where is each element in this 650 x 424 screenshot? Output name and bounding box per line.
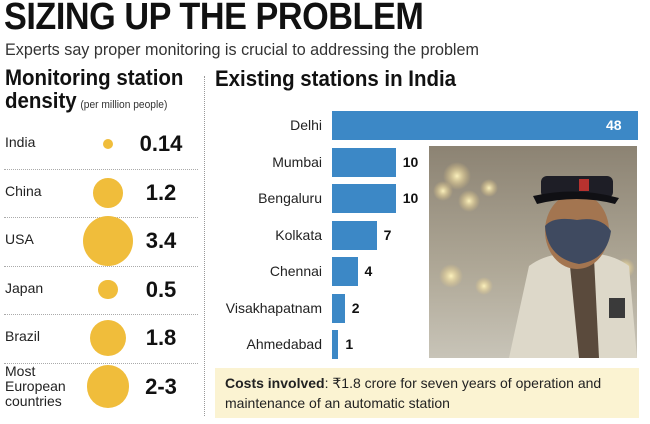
country-label: Brazil xyxy=(5,328,41,345)
stations-heading: Existing stations in India xyxy=(215,66,457,91)
row-separator xyxy=(4,265,198,267)
traffic-police-photo xyxy=(429,146,637,358)
density-bubble xyxy=(86,365,130,409)
density-bubble xyxy=(102,139,114,150)
city-label: Mumbai xyxy=(272,153,322,170)
panel-divider xyxy=(204,76,205,416)
main-title: SIZING UP THE PROBLEM xyxy=(4,0,424,38)
subtitle: Experts say proper monitoring is crucial… xyxy=(5,40,479,59)
costs-text: : ₹1.8 crore for seven years of operatio… xyxy=(225,375,602,411)
station-count: 2 xyxy=(351,299,360,316)
station-bar xyxy=(332,147,396,177)
row-separator xyxy=(4,362,198,364)
city-label: Bengaluru xyxy=(258,190,322,206)
country-label: USA xyxy=(5,231,34,248)
density-value: 0.5 xyxy=(145,276,177,302)
density-value: 1.2 xyxy=(145,179,177,205)
density-bubble xyxy=(89,320,127,357)
station-count: 48 xyxy=(606,117,622,133)
station-count: 4 xyxy=(364,263,373,279)
country-label: Most European countries xyxy=(5,362,66,409)
station-bar xyxy=(332,111,638,140)
density-heading-line1: Monitoring station xyxy=(5,65,184,90)
city-label: Ahmedabad xyxy=(246,336,322,352)
row-separator xyxy=(4,168,198,170)
density-heading: Monitoring station density (per million p… xyxy=(5,66,191,117)
city-label: Kolkata xyxy=(275,226,322,243)
density-unit: (per million people) xyxy=(80,99,168,111)
density-value: 1.8 xyxy=(145,325,177,351)
density-heading-line2: density xyxy=(5,88,77,113)
country-label: India xyxy=(5,134,36,151)
city-label: Delhi xyxy=(290,117,322,133)
costs-label: Costs involved xyxy=(225,375,325,391)
station-bar xyxy=(332,184,396,213)
city-label: Visakhapatnam xyxy=(225,299,322,316)
density-value: 2-3 xyxy=(145,373,177,399)
station-count: 7 xyxy=(383,226,392,243)
costs-note: Costs involved: ₹1.8 crore for seven yea… xyxy=(215,368,639,418)
row-separator xyxy=(4,314,198,315)
station-bar xyxy=(332,293,345,323)
country-label: China xyxy=(5,182,42,199)
density-value: 3.4 xyxy=(145,228,177,254)
station-count: 1 xyxy=(345,336,354,352)
city-label: Chennai xyxy=(269,263,322,279)
density-bubble xyxy=(93,177,123,208)
station-bar xyxy=(332,330,339,359)
station-bar xyxy=(332,257,358,286)
station-count: 10 xyxy=(402,153,419,170)
station-bar xyxy=(332,220,377,250)
density-value: 0.14 xyxy=(139,131,183,157)
country-label: Japan xyxy=(5,279,44,296)
station-count: 10 xyxy=(402,190,419,206)
traffic-police-image xyxy=(429,146,637,358)
density-bubble xyxy=(83,216,133,267)
density-bubble xyxy=(98,280,118,300)
